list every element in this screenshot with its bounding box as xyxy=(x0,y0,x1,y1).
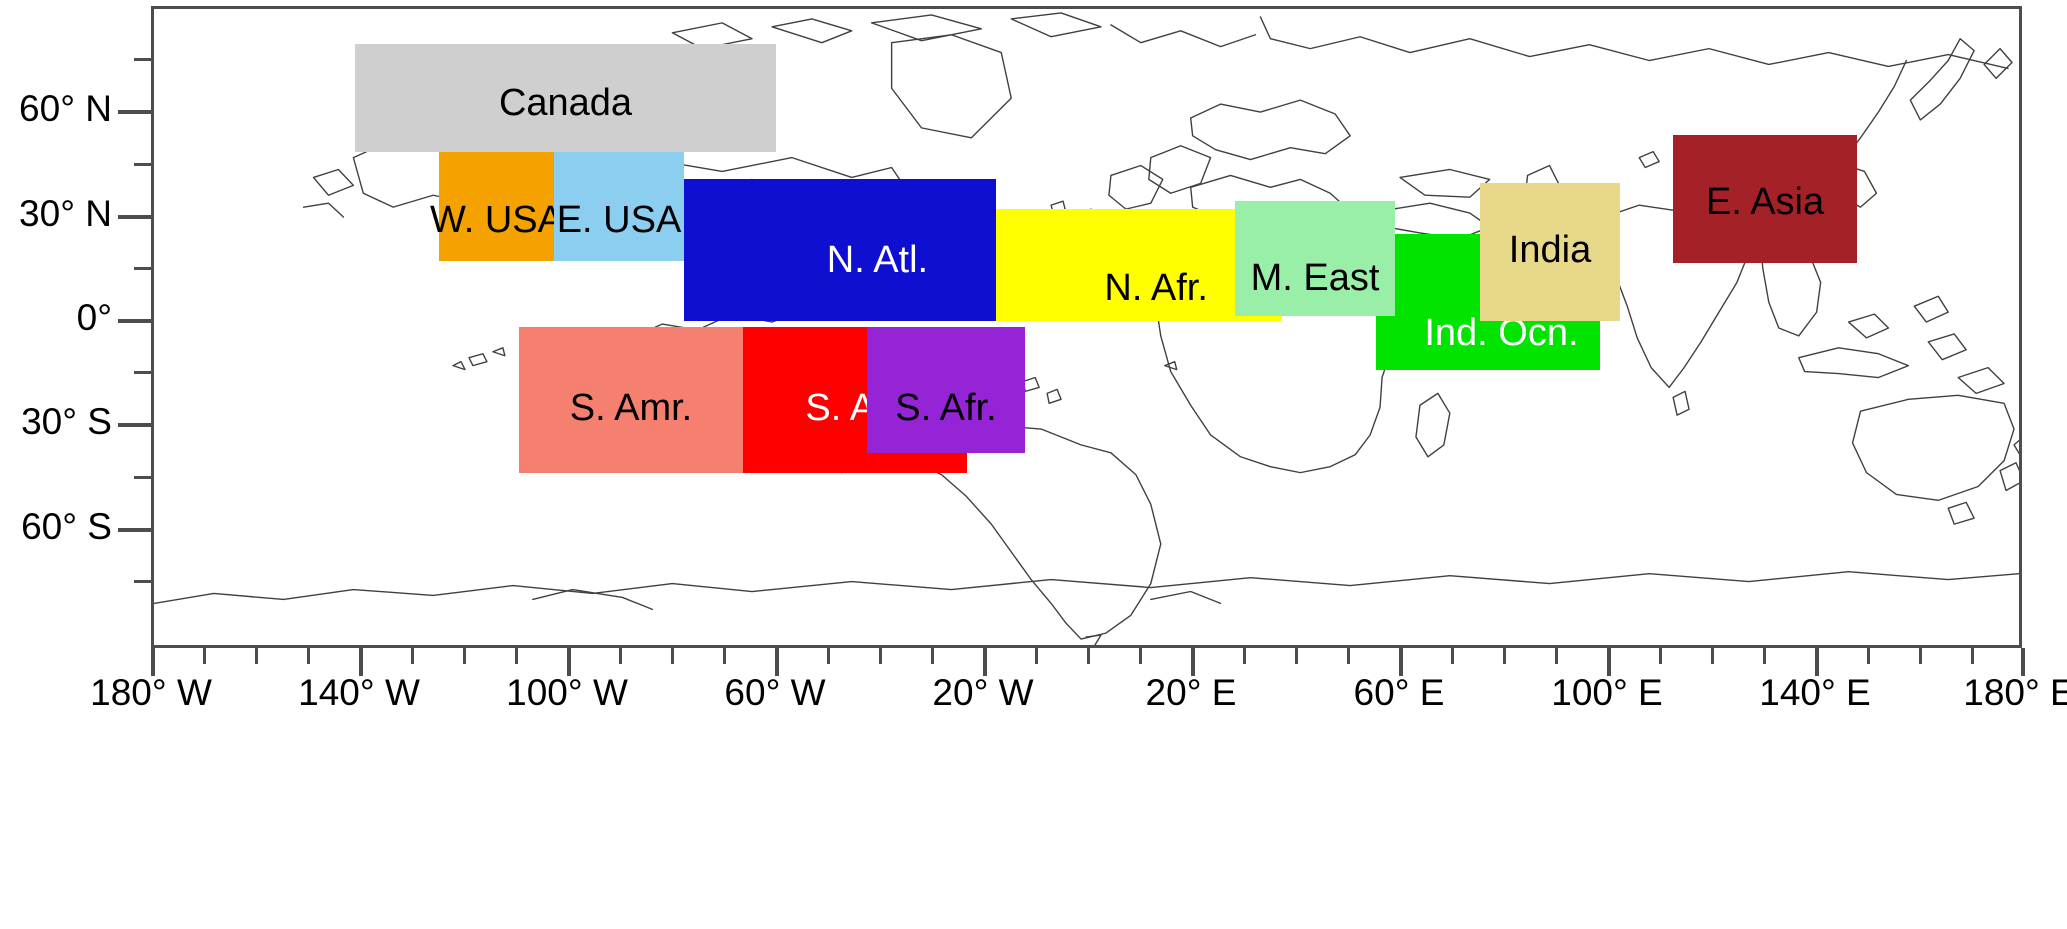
region-e-usa[interactable]: E. USA xyxy=(554,152,684,261)
region-n-atl[interactable]: N. Atl. xyxy=(684,179,996,321)
region-w-usa[interactable]: W. USA xyxy=(430,152,563,261)
xtick-minor-150w xyxy=(307,648,310,664)
ytick-minor-15s xyxy=(134,371,154,374)
ylabel-30s: 30° S xyxy=(21,401,112,442)
region-label-india: India xyxy=(1508,229,1592,271)
xtick-minor-160w xyxy=(255,648,258,664)
region-india[interactable]: India xyxy=(1480,183,1620,321)
ylabel-60n: 60° N xyxy=(19,88,112,129)
xtick-major-60e xyxy=(1399,648,1403,676)
ytick-major-60n xyxy=(118,110,154,114)
xtick-minor-170w xyxy=(203,648,206,664)
xtick-major-100w xyxy=(567,648,571,676)
xtick-minor-40e xyxy=(1295,648,1298,664)
xtick-major-140e xyxy=(1815,648,1819,676)
xtick-minor-30w xyxy=(931,648,934,664)
xtick-minor-90e xyxy=(1555,648,1558,664)
xtick-minor-10e xyxy=(1139,648,1142,664)
xlabel-140w: 140° W xyxy=(298,672,420,713)
xlabel-60e: 60° E xyxy=(1353,672,1445,713)
region-label-s-amr: S. Amr. xyxy=(569,387,693,429)
xtick-minor-130e xyxy=(1763,648,1766,664)
region-s-amr[interactable]: S. Amr. xyxy=(519,327,743,473)
region-canada[interactable]: Canada xyxy=(355,44,776,152)
ylabel-0: 0° xyxy=(76,297,112,338)
xtick-minor-10w xyxy=(1035,648,1038,664)
xtick-minor-40w xyxy=(879,648,882,664)
ytick-minor-45s xyxy=(134,476,154,479)
xlabel-20w: 20° W xyxy=(932,672,1034,713)
xtick-minor-90w xyxy=(619,648,622,664)
xtick-minor-150e xyxy=(1867,648,1870,664)
xtick-minor-50e xyxy=(1347,648,1350,664)
xtick-major-100e xyxy=(1607,648,1611,676)
xlabel-100e: 100° E xyxy=(1551,672,1663,713)
ytick-major-0 xyxy=(118,319,154,323)
region-label-e-usa: E. USA xyxy=(556,199,682,241)
xtick-minor-110e xyxy=(1659,648,1662,664)
ytick-minor-75n xyxy=(134,58,154,61)
region-label-e-asia: E. Asia xyxy=(1705,181,1825,223)
xtick-major-20w xyxy=(983,648,987,676)
xtick-major-180e xyxy=(2021,648,2025,676)
xtick-major-20e xyxy=(1191,648,1195,676)
ytick-minor-75s xyxy=(134,580,154,583)
region-label-n-atl: N. Atl. xyxy=(826,239,929,281)
xlabel-180w: 180° W xyxy=(90,672,212,713)
ytick-major-60s xyxy=(118,528,154,532)
ytick-minor-45n xyxy=(134,163,154,166)
ytick-major-30s xyxy=(118,423,154,427)
xtick-minor-50w xyxy=(827,648,830,664)
ylabel-30n: 30° N xyxy=(19,193,112,234)
xtick-minor-120w xyxy=(463,648,466,664)
xtick-minor-130w xyxy=(411,648,414,664)
ytick-major-30n xyxy=(118,215,154,219)
ylabel-60s: 60° S xyxy=(21,506,112,547)
xlabel-140e: 140° E xyxy=(1759,672,1871,713)
region-label-s-afr: S. Afr. xyxy=(895,387,997,429)
region-e-asia[interactable]: E. Asia xyxy=(1673,135,1857,263)
region-label-w-usa: W. USA xyxy=(429,199,564,241)
xtick-minor-110w xyxy=(515,648,518,664)
region-m-east[interactable]: M. East xyxy=(1235,201,1395,316)
xtick-minor-120e xyxy=(1711,648,1714,664)
xlabel-20e: 20° E xyxy=(1145,672,1237,713)
region-s-afr[interactable]: S. Afr. xyxy=(867,327,1025,453)
xtick-minor-70w xyxy=(723,648,726,664)
xtick-minor-80w xyxy=(671,648,674,664)
xtick-major-180w xyxy=(151,648,155,676)
xtick-minor-30e xyxy=(1243,648,1246,664)
xlabel-60w: 60° W xyxy=(724,672,826,713)
region-label-n-afr: N. Afr. xyxy=(1104,267,1208,309)
xtick-minor-0 xyxy=(1087,648,1090,664)
region-n-afr[interactable]: N. Afr. xyxy=(996,209,1282,321)
xtick-minor-70e xyxy=(1451,648,1454,664)
xtick-major-60w xyxy=(775,648,779,676)
xtick-minor-80e xyxy=(1503,648,1506,664)
map-plot-area: Canada W. USA E. USA N. Atl. N. Afr. Ind… xyxy=(151,6,2022,648)
xtick-minor-170e xyxy=(1971,648,1974,664)
ytick-minor-15n xyxy=(134,267,154,270)
xtick-minor-160e xyxy=(1919,648,1922,664)
region-label-m-east: M. East xyxy=(1250,257,1380,299)
xlabel-180e: 180° E xyxy=(1963,672,2067,713)
xlabel-100w: 100° W xyxy=(506,672,628,713)
region-label-canada: Canada xyxy=(498,82,633,124)
xtick-major-140w xyxy=(359,648,363,676)
